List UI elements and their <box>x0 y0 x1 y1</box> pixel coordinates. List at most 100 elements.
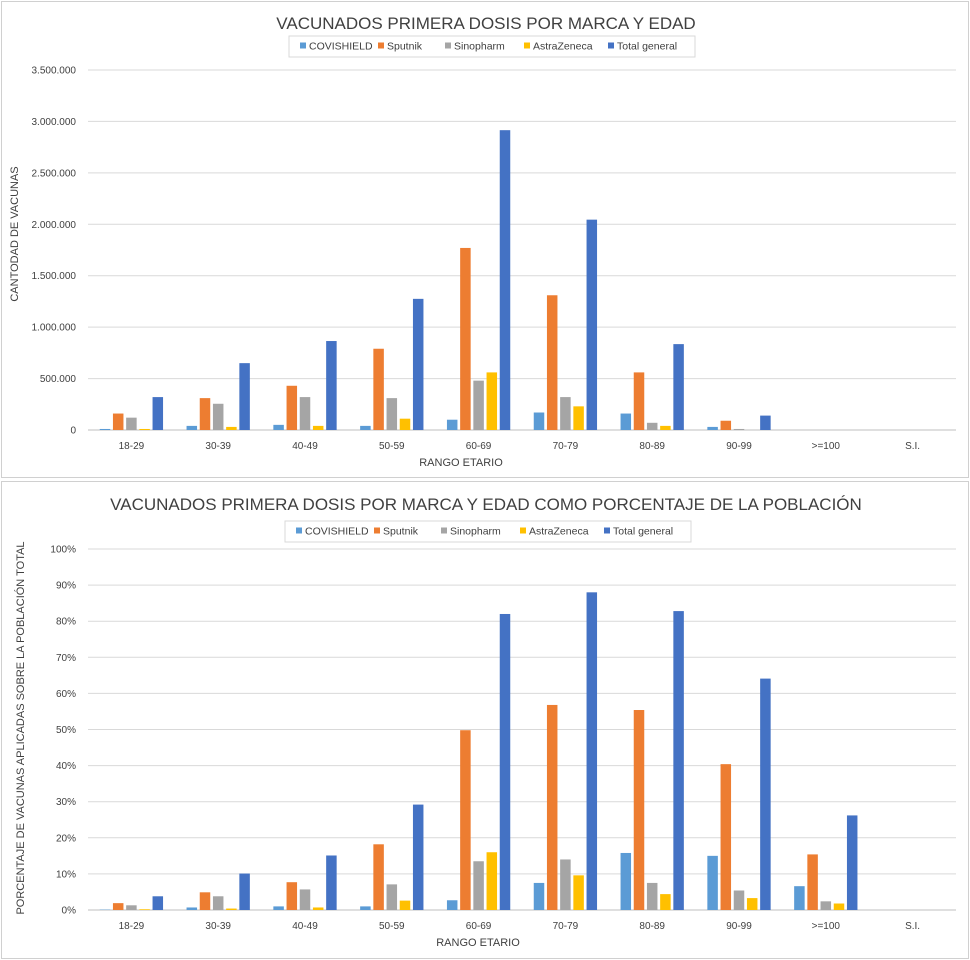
bar <box>586 592 598 910</box>
x-tick-label: 18-29 <box>119 441 145 452</box>
bar <box>486 852 498 910</box>
legend-label: COVISHIELD <box>305 526 369 538</box>
bar <box>546 295 558 430</box>
bar <box>360 906 371 910</box>
chart-percent-svg: VACUNADOS PRIMERA DOSIS POR MARCA Y EDAD… <box>14 495 956 949</box>
y-tick-label: 80% <box>56 617 76 628</box>
bar <box>99 428 111 430</box>
x-tick-label: 90-99 <box>726 921 752 932</box>
bar <box>560 397 571 430</box>
x-tick-label: S.I. <box>905 921 920 932</box>
x-tick-label: 30-39 <box>205 921 231 932</box>
bar <box>460 247 471 430</box>
y-tick-label: 3.500.000 <box>32 66 77 77</box>
legend-box <box>288 35 696 58</box>
y-tick-label: 90% <box>56 581 76 592</box>
legend-box <box>284 520 692 543</box>
bar <box>473 380 484 430</box>
bar <box>760 678 771 910</box>
bar <box>326 855 337 910</box>
bar <box>399 418 411 430</box>
legend-label: AstraZeneca <box>533 41 593 53</box>
legend-swatch <box>445 42 451 49</box>
bar <box>412 298 424 430</box>
bar <box>620 413 632 430</box>
x-tick-label: 30-39 <box>205 441 231 452</box>
x-tick-label: 50-59 <box>379 441 405 452</box>
y-axis-title: CANTODAD DE VACUNAS <box>9 166 21 301</box>
x-tick-label: 70-79 <box>553 921 579 932</box>
bar <box>760 415 771 430</box>
bar <box>299 397 311 430</box>
bar <box>186 907 198 910</box>
x-tick-label: 60-69 <box>466 921 492 932</box>
bar <box>473 861 484 910</box>
bar <box>546 704 558 910</box>
bar <box>707 426 718 430</box>
bar <box>273 424 284 430</box>
bar <box>707 855 718 910</box>
legend-swatch <box>608 42 614 49</box>
y-tick-label: 0% <box>62 906 77 917</box>
bar <box>199 398 211 430</box>
bar <box>312 907 324 910</box>
bar <box>373 348 384 430</box>
bar <box>239 873 250 910</box>
y-tick-label: 0 <box>70 426 76 437</box>
bar <box>212 896 224 910</box>
x-tick-label: 80-89 <box>639 921 665 932</box>
chart-panel-percent: VACUNADOS PRIMERA DOSIS POR MARCA Y EDAD… <box>1 481 969 959</box>
bar <box>807 854 818 910</box>
bar <box>460 730 471 910</box>
bar <box>733 890 745 910</box>
y-tick-label: 2.500.000 <box>32 168 77 179</box>
bar <box>833 903 845 910</box>
chart-counts-svg: VACUNADOS PRIMERA DOSIS POR MARCA Y EDAD… <box>9 14 956 469</box>
bar <box>620 852 632 910</box>
bar <box>846 815 858 910</box>
bar <box>533 412 545 430</box>
y-tick-label: 3.000.000 <box>32 117 77 128</box>
bar <box>226 908 237 910</box>
bar <box>660 425 671 430</box>
x-tick-label: 90-99 <box>726 441 752 452</box>
chart-title: VACUNADOS PRIMERA DOSIS POR MARCA Y EDAD… <box>110 495 862 514</box>
bar <box>446 900 458 910</box>
y-tick-label: 50% <box>56 725 76 736</box>
bar <box>286 385 298 430</box>
bar <box>126 417 137 430</box>
bar <box>673 611 684 910</box>
bar <box>720 420 732 430</box>
x-tick-label: 50-59 <box>379 921 405 932</box>
x-tick-label: 40-49 <box>292 441 318 452</box>
bar <box>373 844 384 910</box>
x-tick-label: 80-89 <box>639 441 665 452</box>
bar <box>399 900 411 910</box>
y-tick-label: 40% <box>56 761 76 772</box>
bar <box>794 886 805 910</box>
bar <box>499 130 511 430</box>
legend-label: Total general <box>617 41 677 53</box>
y-tick-label: 1.500.000 <box>32 271 77 282</box>
x-tick-label: >=100 <box>812 921 841 932</box>
y-tick-label: 10% <box>56 869 76 880</box>
bar <box>312 425 324 430</box>
bar <box>633 372 645 430</box>
y-axis-title: PORCENTAJE DE VACUNAS APLICADAS SOBRE LA… <box>14 541 27 914</box>
legend-swatch <box>441 527 447 534</box>
bar <box>533 882 545 910</box>
chart-panel-counts: VACUNADOS PRIMERA DOSIS POR MARCA Y EDAD… <box>1 1 969 478</box>
y-tick-label: 20% <box>56 833 76 844</box>
bar <box>139 909 150 910</box>
y-tick-label: 1.000.000 <box>32 323 77 334</box>
legend-label: Sinopharm <box>454 41 505 53</box>
bar <box>326 341 337 430</box>
x-tick-label: 60-69 <box>466 441 492 452</box>
bar <box>560 859 571 910</box>
bar <box>386 884 398 910</box>
legend-swatch <box>296 527 302 534</box>
legend-label: Sputnik <box>383 526 419 538</box>
x-tick-label: >=100 <box>812 441 841 452</box>
bar <box>746 898 758 910</box>
x-axis-title: RANGO ETARIO <box>436 937 520 949</box>
